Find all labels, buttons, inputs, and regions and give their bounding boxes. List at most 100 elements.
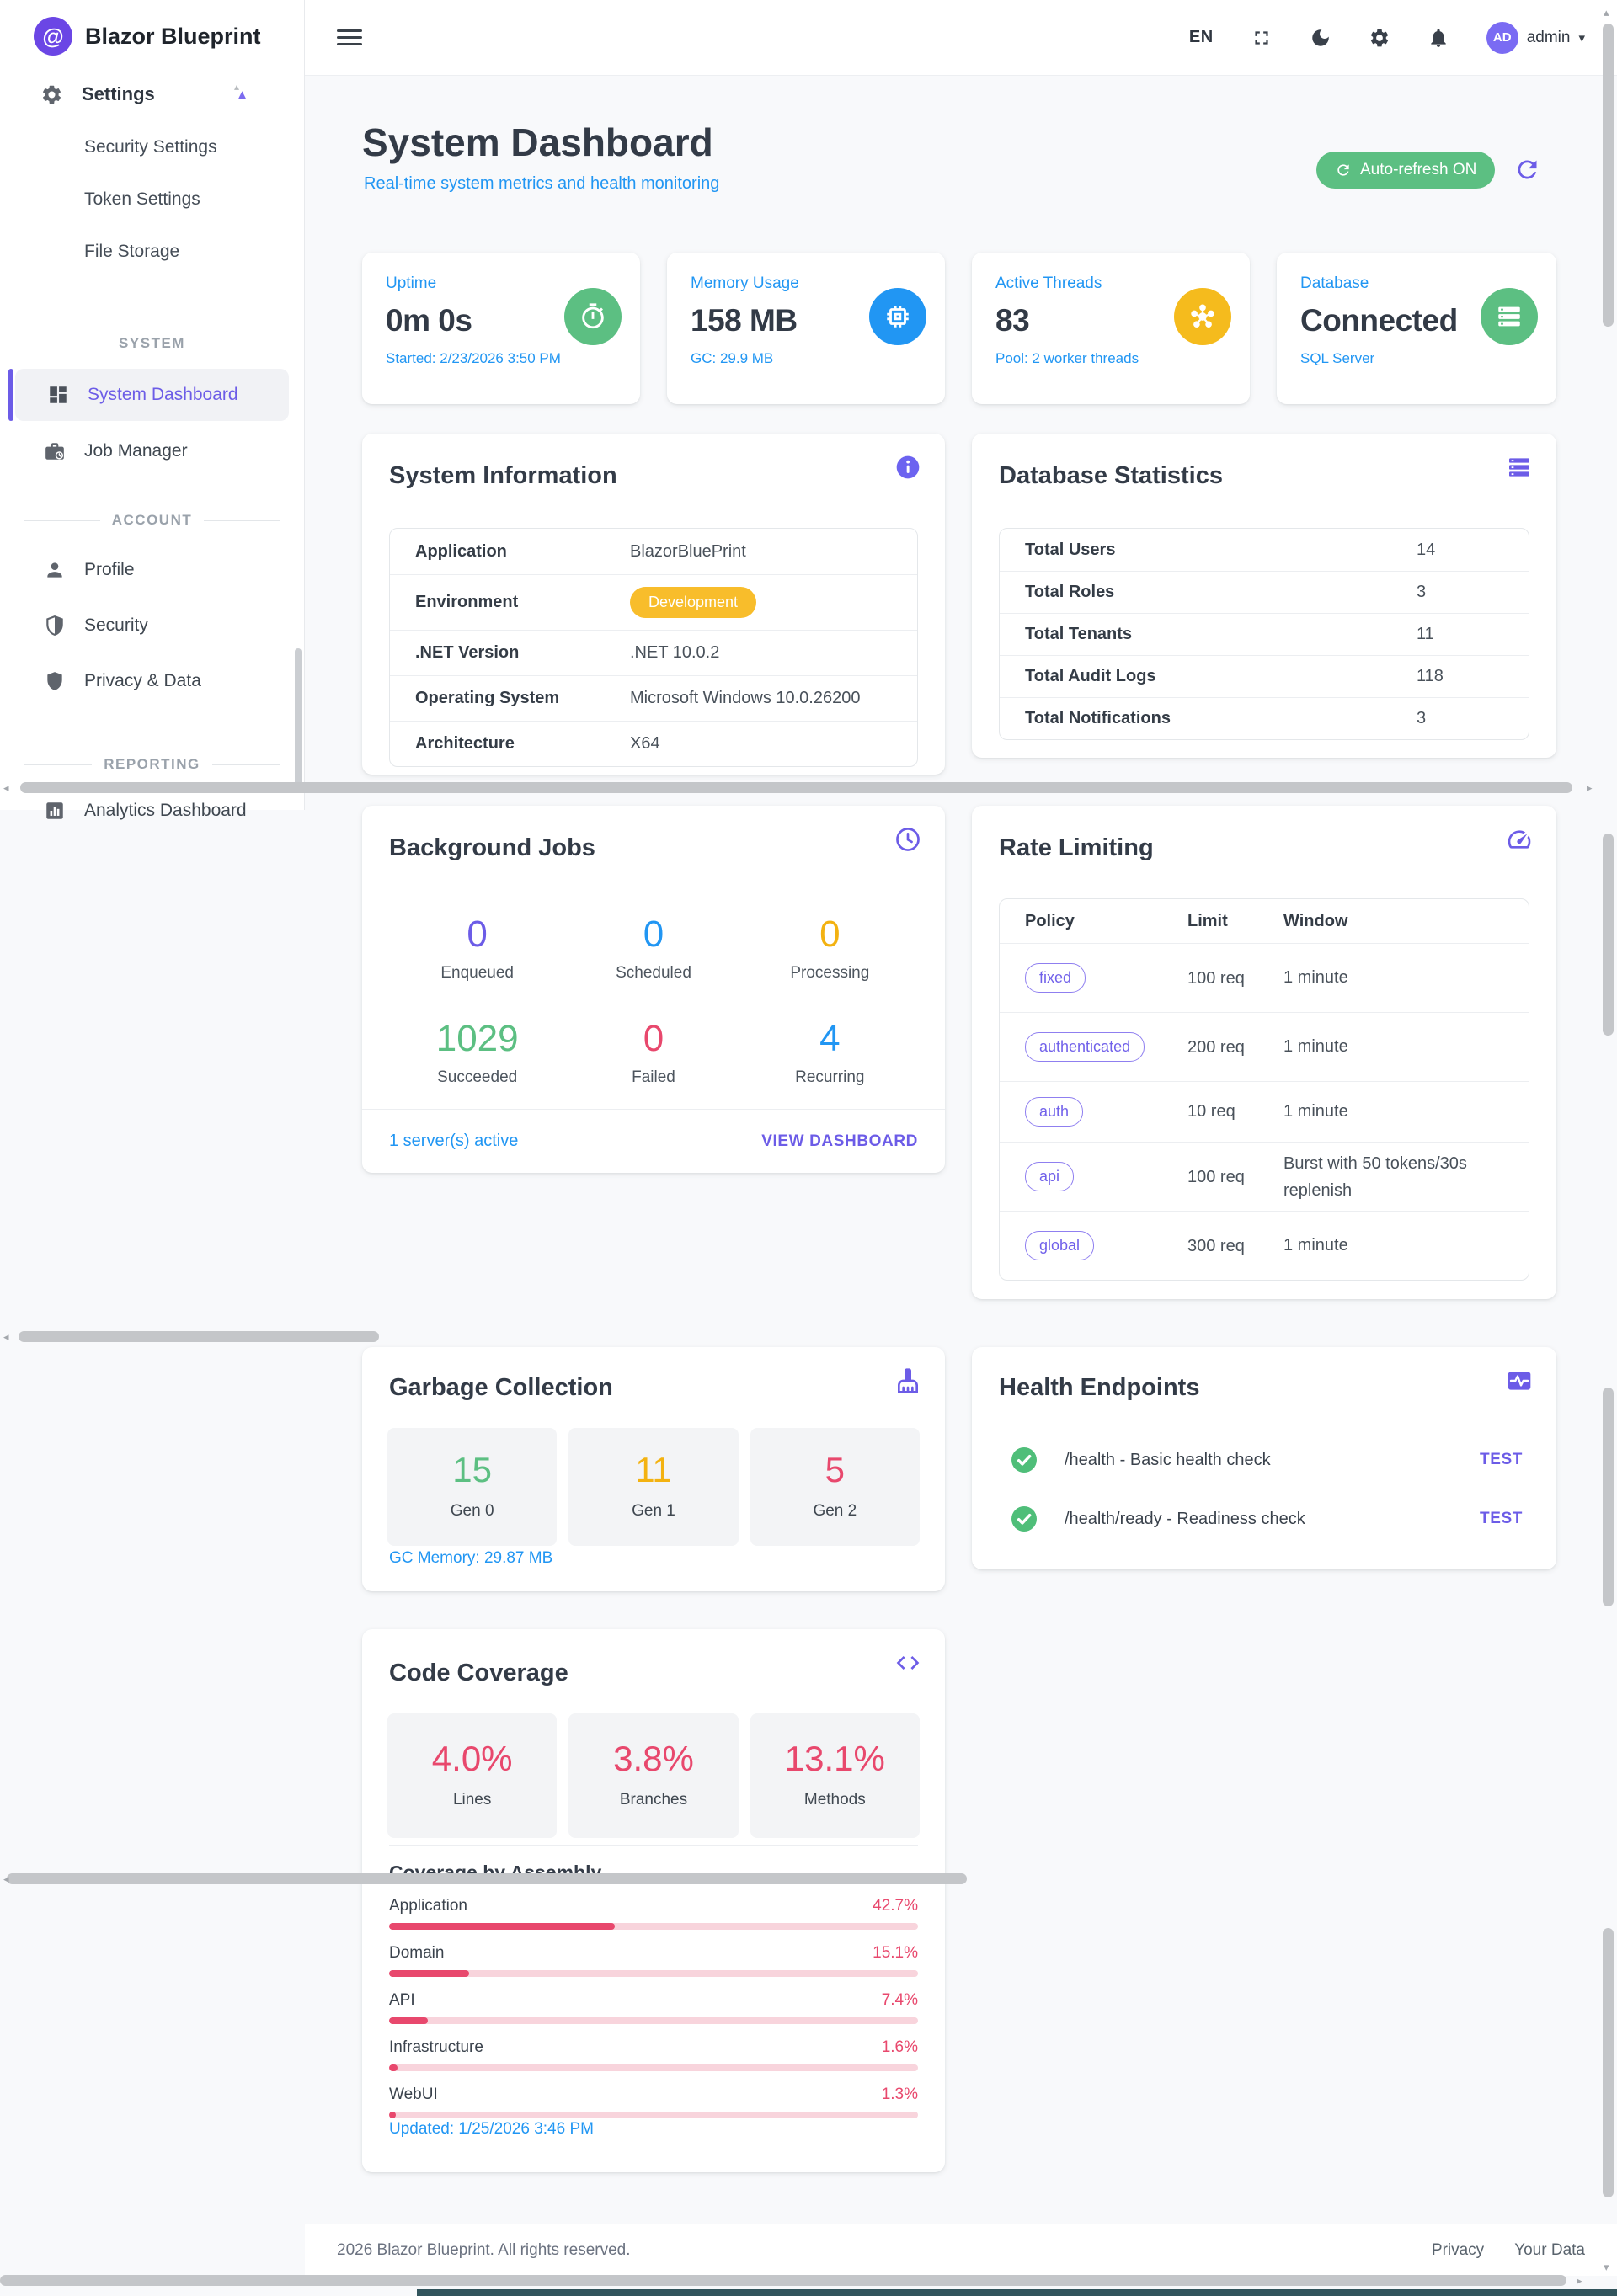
health-row: /health - Basic health check TEST xyxy=(1009,1441,1523,1478)
progress-bar xyxy=(389,2112,918,2118)
rate-limiting-card: Rate Limiting Policy Limit Window fixed … xyxy=(972,806,1556,1299)
fullscreen-icon[interactable] xyxy=(1251,27,1273,49)
language-switcher[interactable]: EN xyxy=(1188,28,1214,46)
scroll-right-arrow[interactable]: ▸ xyxy=(1577,2274,1582,2287)
memory-chip-icon xyxy=(869,288,926,345)
horizontal-scrollbar[interactable] xyxy=(7,1873,967,1884)
vertical-scrollbar[interactable] xyxy=(1603,1928,1614,2197)
auto-refresh-chip[interactable]: Auto-refresh ON xyxy=(1316,152,1496,189)
scroll-down-arrow[interactable]: ▾ xyxy=(1604,2261,1609,2273)
sidebar-item-privacy-data[interactable]: Privacy & Data xyxy=(0,653,304,709)
coverage-methods: 13.1% Methods xyxy=(750,1713,920,1838)
check-circle-icon xyxy=(1011,1447,1037,1473)
system-info-table: Application BlazorBluePrint Environment … xyxy=(389,528,918,767)
storage-list-icon xyxy=(1506,454,1533,481)
sidebar-group-settings[interactable]: Settings ▲ xyxy=(0,67,304,121)
check-circle-icon xyxy=(1011,1506,1037,1532)
sidebar-item-token-settings[interactable]: Token Settings xyxy=(84,189,200,209)
vertical-scrollbar[interactable] xyxy=(1603,1388,1614,1606)
scroll-up-arrow[interactable]: ▴ xyxy=(1604,6,1609,19)
user-menu[interactable]: AD admin ▾ xyxy=(1486,21,1585,54)
menu-icon[interactable] xyxy=(337,25,362,50)
sidebar-item-analytics-dashboard[interactable]: Analytics Dashboard xyxy=(0,786,304,835)
gc-gen0: 15 Gen 0 xyxy=(387,1428,558,1546)
sidebar-scrollbar[interactable] xyxy=(295,648,302,790)
speedometer-icon xyxy=(1506,826,1533,853)
table-row: Total Tenants 11 xyxy=(1000,613,1529,655)
horizontal-scrollbar[interactable] xyxy=(0,2275,1566,2286)
table-row: Environment Development xyxy=(390,574,917,630)
system-information-card: System Information Application BlazorBlu… xyxy=(362,434,945,775)
sidebar-section-reporting: REPORTING xyxy=(0,743,304,786)
privacy-link[interactable]: Privacy xyxy=(1431,2240,1485,2259)
progress-bar xyxy=(389,1923,918,1930)
card-title: Background Jobs xyxy=(389,834,595,861)
sidebar-item-job-manager[interactable]: Job Manager xyxy=(0,424,304,478)
view-dashboard-link[interactable]: VIEW DASHBOARD xyxy=(761,1132,918,1150)
vertical-scrollbar[interactable] xyxy=(1603,834,1614,1036)
health-row: /health/ready - Readiness check TEST xyxy=(1009,1500,1523,1537)
briefcase-clock-icon xyxy=(45,443,64,460)
page-footer: 2026 Blazor Blueprint. All rights reserv… xyxy=(305,2224,1617,2276)
metric-label: Active Threads xyxy=(995,274,1102,292)
test-button[interactable]: TEST xyxy=(1480,1451,1523,1468)
policy-badge: api xyxy=(1025,1162,1075,1191)
metric-label: Uptime xyxy=(386,274,437,292)
table-row: Application BlazorBluePrint xyxy=(415,541,746,561)
job-stat-scheduled: 0 Scheduled xyxy=(616,914,691,982)
table-row: .NET Version .NET 10.0.2 xyxy=(390,630,917,675)
storage-icon xyxy=(1481,288,1538,345)
notifications-bell-icon[interactable] xyxy=(1428,27,1449,49)
job-stat-recurring: 4 Recurring xyxy=(795,1018,865,1086)
metric-card-threads: Active Threads 83 Pool: 2 worker threads xyxy=(972,253,1250,404)
sidebar-item-security-settings[interactable]: Security Settings xyxy=(84,137,217,157)
brand-logo-icon: @ xyxy=(34,17,72,56)
chevron-down-icon: ▾ xyxy=(1578,30,1585,45)
top-header: EN AD admin ▾ xyxy=(305,0,1617,76)
brand[interactable]: @ Blazor Blueprint xyxy=(0,0,304,56)
sidebar-item-file-storage[interactable]: File Storage xyxy=(84,242,180,261)
garbage-collection-card: Garbage Collection 15 Gen 0 11 Gen 1 5 G… xyxy=(362,1347,945,1591)
policy-badge: global xyxy=(1025,1231,1095,1260)
card-title: System Information xyxy=(389,462,617,489)
dark-mode-icon[interactable] xyxy=(1310,27,1331,49)
horizontal-scrollbar[interactable] xyxy=(19,1331,379,1342)
dashboard-icon xyxy=(50,386,67,403)
collapse-arrow-icon: ▲ xyxy=(236,87,248,102)
table-row: global 300 req 1 minute xyxy=(1000,1211,1529,1280)
metric-sub: Pool: 2 worker threads xyxy=(995,350,1139,366)
metric-card-uptime: Uptime 0m 0s Started: 2/23/2026 3:50 PM xyxy=(362,253,640,404)
job-stat-processing: 0 Processing xyxy=(790,914,870,982)
sidebar-item-system-dashboard[interactable]: System Dashboard xyxy=(8,369,289,421)
shield-half-icon xyxy=(46,615,63,636)
sidebar-scroll-up-arrow[interactable]: ▴ xyxy=(234,81,240,93)
your-data-link[interactable]: Your Data xyxy=(1514,2240,1585,2259)
test-button[interactable]: TEST xyxy=(1480,1510,1523,1527)
settings-gear-icon[interactable] xyxy=(1369,27,1390,49)
scroll-left-arrow[interactable]: ◂ xyxy=(3,781,9,794)
scroll-right-arrow[interactable]: ▸ xyxy=(1587,781,1593,794)
metric-value: 0m 0s xyxy=(386,303,472,338)
metric-label: Database xyxy=(1300,274,1369,292)
table-row: auth 10 req 1 minute xyxy=(1000,1081,1529,1142)
gc-memory-label: GC Memory: 29.87 MB xyxy=(389,1549,553,1567)
code-coverage-card: Code Coverage 4.0% Lines 3.8% Branches 1… xyxy=(362,1629,945,2172)
background-jobs-card: Background Jobs 0 Enqueued 0 Scheduled 0… xyxy=(362,806,945,1173)
horizontal-scrollbar[interactable] xyxy=(20,782,1572,793)
vertical-scrollbar[interactable] xyxy=(1603,24,1614,327)
scroll-left-arrow[interactable]: ◂ xyxy=(3,1330,9,1343)
code-icon xyxy=(894,1649,921,1676)
environment-badge: Development xyxy=(630,587,757,618)
scroll-left-arrow[interactable]: ◂ xyxy=(3,1872,9,1885)
policy-badge: auth xyxy=(1025,1097,1084,1127)
coverage-branches: 3.8% Branches xyxy=(568,1713,739,1838)
table-row: authenticated 200 req 1 minute xyxy=(1000,1012,1529,1081)
database-statistics-card: Database Statistics Total Users 14 Total… xyxy=(972,434,1556,758)
card-title: Code Coverage xyxy=(389,1659,568,1686)
sidebar-item-profile[interactable]: Profile xyxy=(0,542,304,598)
hub-icon xyxy=(1174,288,1231,345)
sidebar-item-security[interactable]: Security xyxy=(0,598,304,653)
refresh-button[interactable] xyxy=(1513,156,1541,188)
metric-sub: SQL Server xyxy=(1300,350,1375,366)
active-indicator xyxy=(8,369,13,421)
